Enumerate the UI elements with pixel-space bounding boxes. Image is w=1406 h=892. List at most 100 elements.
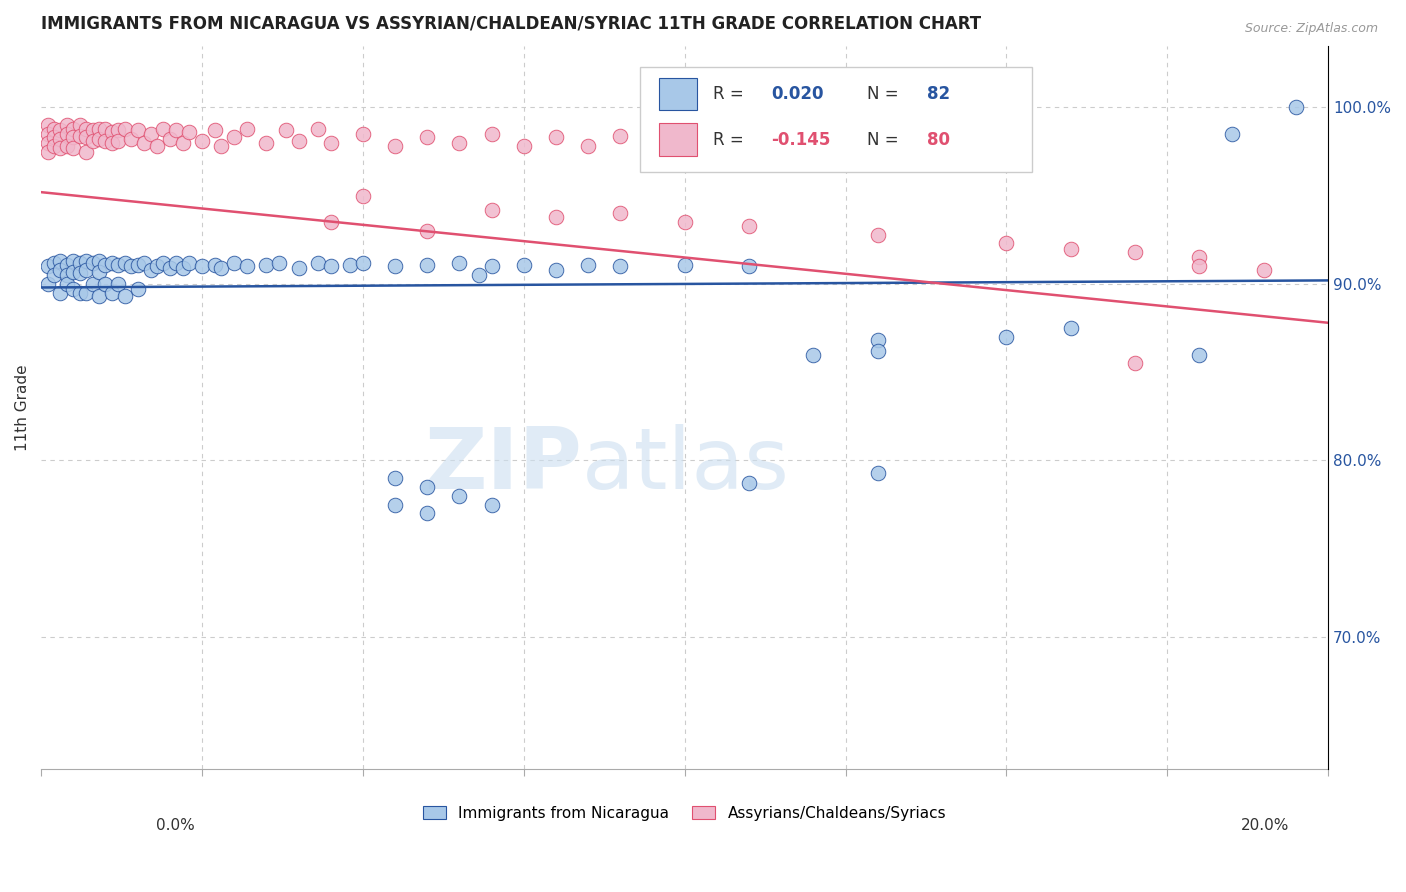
Point — [609, 206, 631, 220]
Point — [82, 134, 104, 148]
Point — [69, 118, 91, 132]
Point — [87, 289, 110, 303]
Point — [62, 254, 84, 268]
Text: IMMIGRANTS FROM NICARAGUA VS ASSYRIAN/CHALDEAN/SYRIAC 11TH GRADE CORRELATION CHA: IMMIGRANTS FROM NICARAGUA VS ASSYRIAN/CH… — [41, 15, 981, 33]
Point — [384, 471, 406, 485]
Point — [467, 268, 489, 282]
Point — [94, 277, 117, 291]
Point — [37, 136, 59, 150]
Point — [101, 256, 124, 270]
Text: Source: ZipAtlas.com: Source: ZipAtlas.com — [1244, 22, 1378, 36]
Text: R =: R = — [713, 85, 749, 103]
Point — [609, 260, 631, 274]
Point — [209, 261, 232, 276]
Point — [866, 344, 889, 359]
Point — [254, 136, 277, 150]
Point — [307, 256, 329, 270]
Point — [62, 121, 84, 136]
Point — [69, 128, 91, 143]
Point — [352, 256, 374, 270]
Point — [75, 121, 97, 136]
Point — [42, 130, 65, 145]
Point — [132, 136, 155, 150]
Text: -0.145: -0.145 — [770, 131, 830, 149]
Point — [866, 139, 889, 153]
Text: 0.020: 0.020 — [770, 85, 824, 103]
Point — [94, 258, 117, 272]
Point — [481, 260, 503, 274]
Point — [236, 121, 259, 136]
Point — [37, 260, 59, 274]
Point — [69, 266, 91, 280]
Point — [107, 134, 129, 148]
Point — [75, 285, 97, 300]
Point — [224, 130, 246, 145]
Point — [673, 139, 696, 153]
Point — [127, 123, 149, 137]
Point — [127, 258, 149, 272]
Point — [94, 121, 117, 136]
Point — [42, 121, 65, 136]
Text: 20.0%: 20.0% — [1241, 818, 1289, 832]
Point — [384, 139, 406, 153]
Text: 80: 80 — [927, 131, 949, 149]
Point — [738, 130, 761, 145]
Point — [416, 507, 439, 521]
Point — [139, 262, 162, 277]
Point — [513, 258, 536, 272]
Point — [42, 256, 65, 270]
Point — [995, 236, 1018, 251]
Point — [87, 121, 110, 136]
Point — [738, 476, 761, 491]
Point — [75, 130, 97, 145]
FancyBboxPatch shape — [640, 68, 1032, 172]
Point — [1060, 242, 1083, 256]
Point — [75, 262, 97, 277]
Point — [62, 141, 84, 155]
Point — [673, 215, 696, 229]
Point — [384, 260, 406, 274]
Point — [191, 260, 214, 274]
Point — [179, 256, 201, 270]
Point — [204, 258, 226, 272]
Point — [107, 277, 129, 291]
Text: N =: N = — [868, 131, 904, 149]
Point — [449, 489, 471, 503]
Point — [481, 127, 503, 141]
Point — [319, 215, 342, 229]
Point — [56, 127, 79, 141]
Point — [132, 256, 155, 270]
Point — [49, 262, 72, 277]
Point — [384, 498, 406, 512]
Point — [101, 285, 124, 300]
Point — [49, 254, 72, 268]
Point — [866, 227, 889, 242]
Point — [37, 118, 59, 132]
Point — [37, 277, 59, 291]
Point — [37, 145, 59, 159]
Point — [191, 134, 214, 148]
Point — [236, 260, 259, 274]
Point — [481, 202, 503, 217]
Text: ZIP: ZIP — [425, 424, 582, 507]
Point — [1188, 260, 1211, 274]
Point — [576, 139, 599, 153]
Point — [56, 268, 79, 282]
Point — [62, 130, 84, 145]
Text: 82: 82 — [927, 85, 949, 103]
Point — [576, 258, 599, 272]
Text: N =: N = — [868, 85, 904, 103]
Point — [1060, 321, 1083, 335]
Point — [42, 139, 65, 153]
Point — [69, 285, 91, 300]
Point — [114, 289, 136, 303]
Point — [352, 127, 374, 141]
Point — [82, 277, 104, 291]
Point — [204, 123, 226, 137]
Point — [274, 123, 297, 137]
Point — [995, 330, 1018, 344]
Point — [544, 130, 567, 145]
Point — [101, 136, 124, 150]
Point — [416, 224, 439, 238]
Point — [37, 127, 59, 141]
